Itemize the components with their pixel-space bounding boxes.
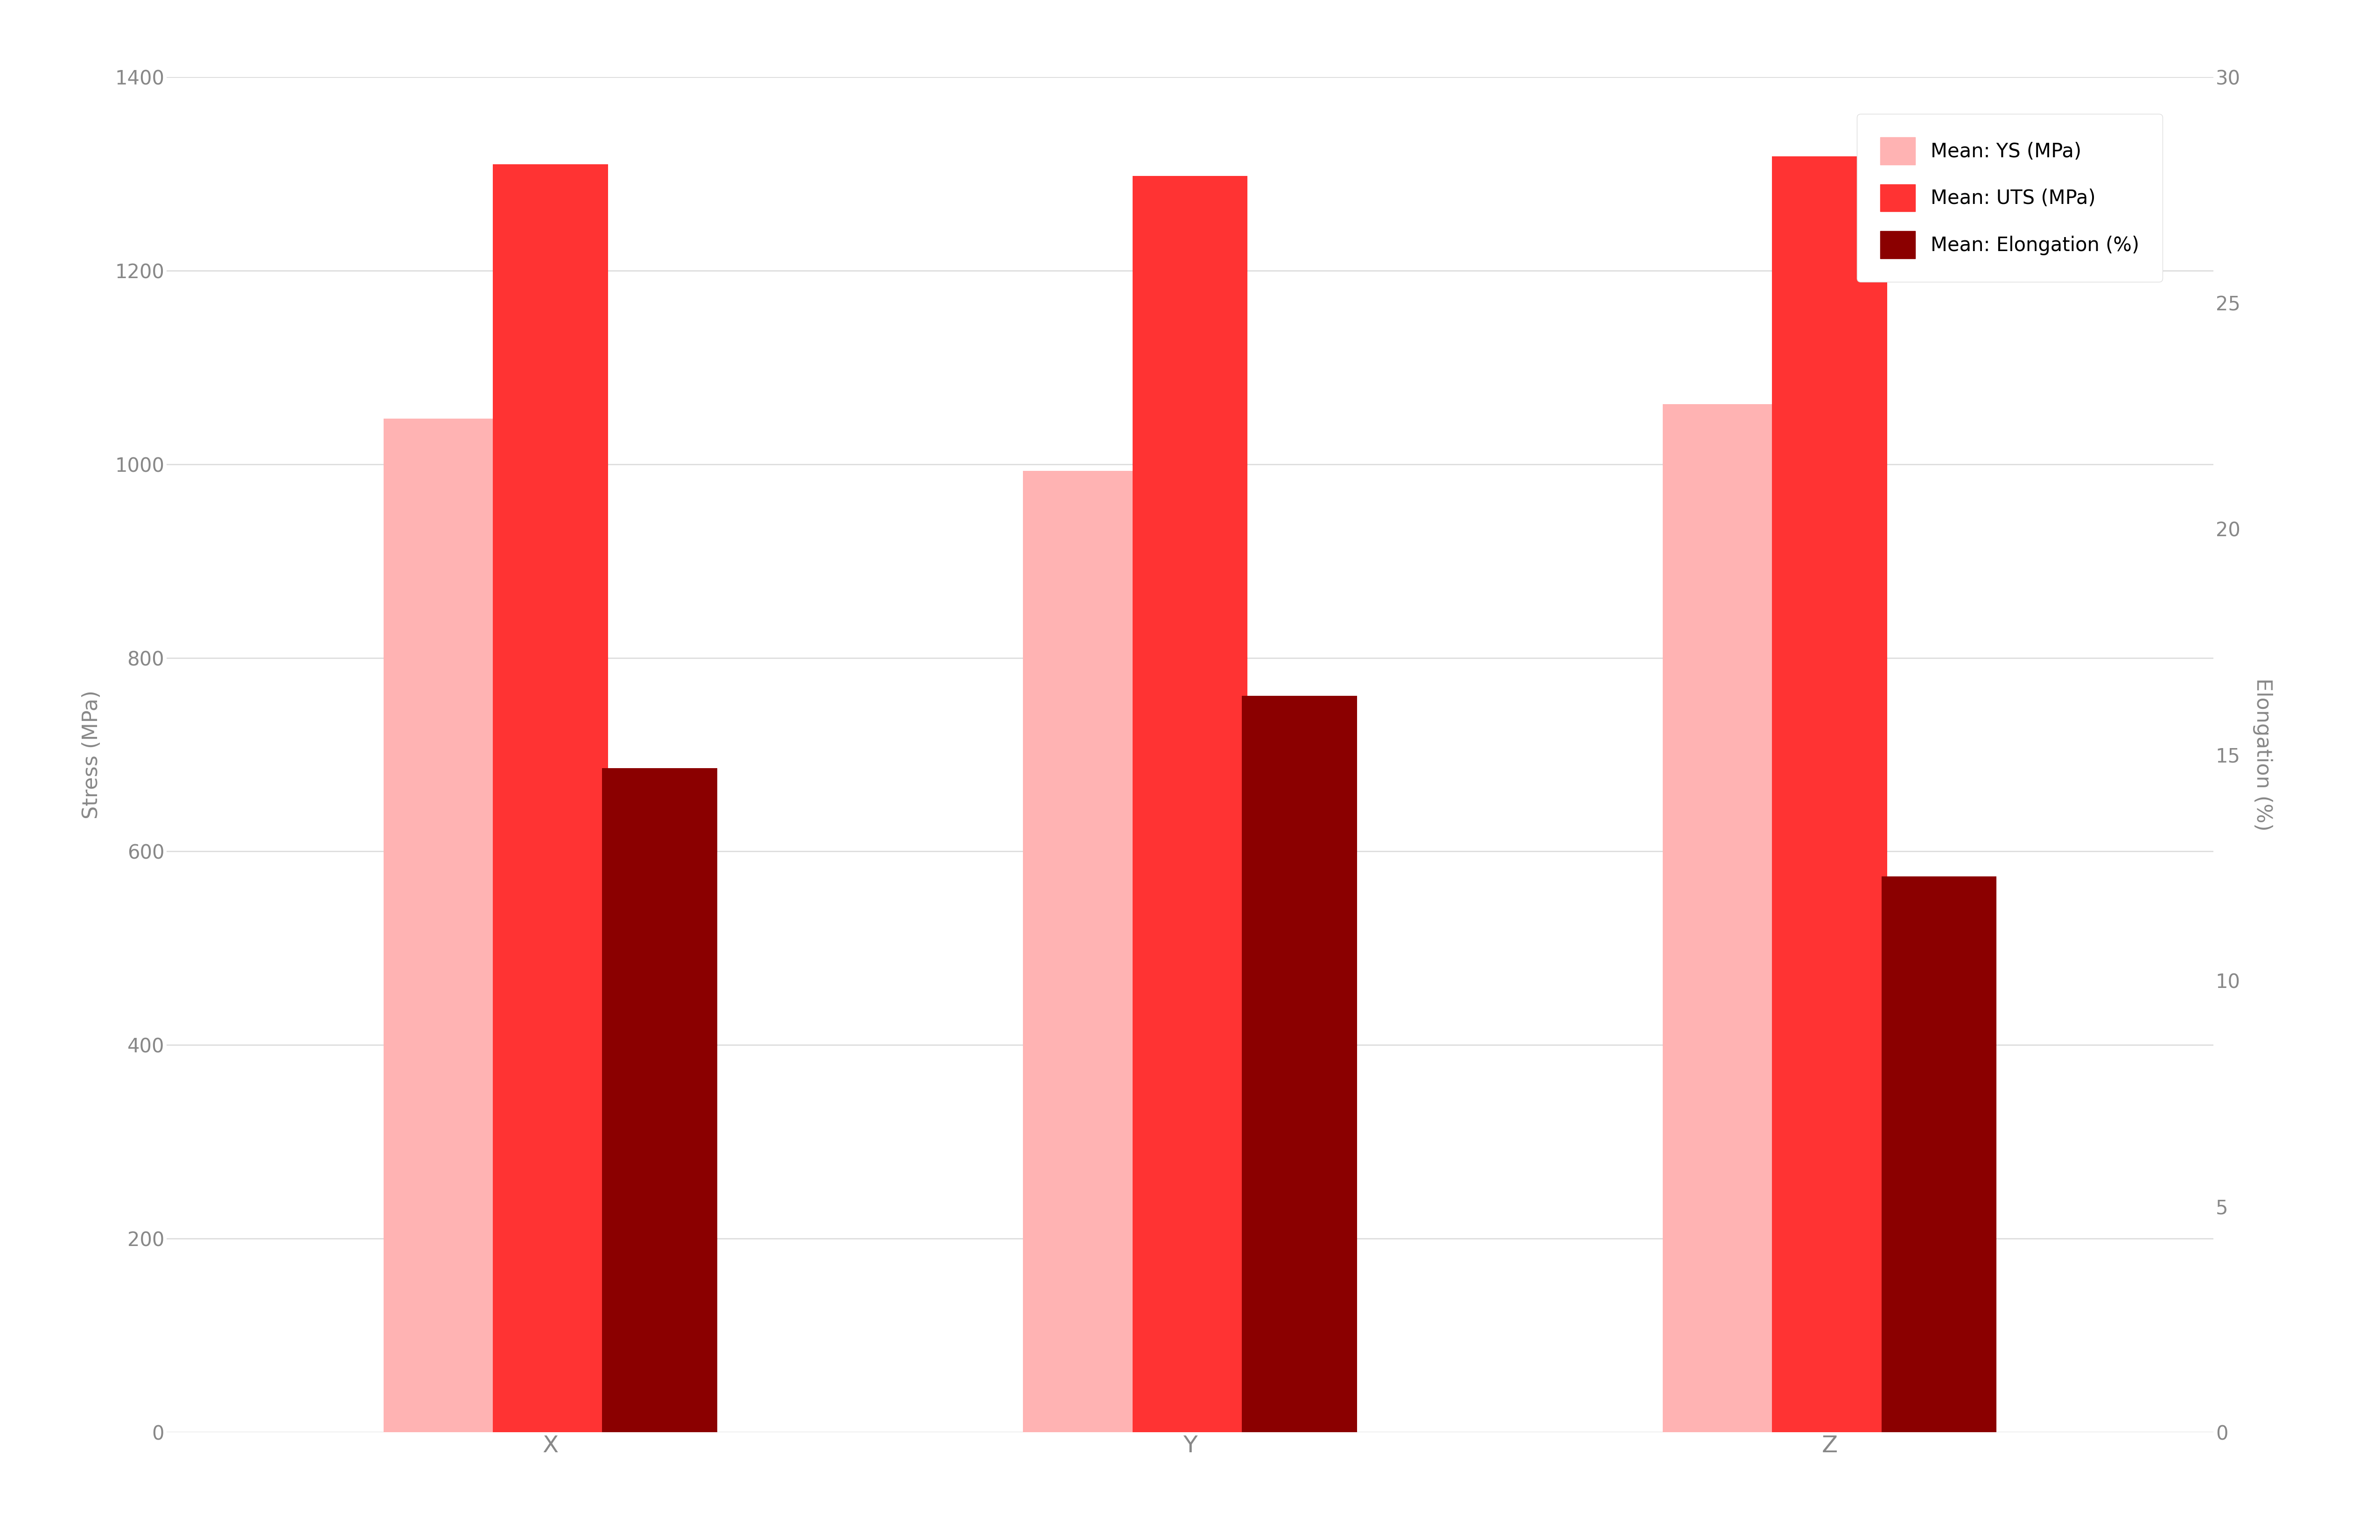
Bar: [1242, 696, 1357, 1432]
Legend: Mean: YS (MPa), Mean: UTS (MPa), Mean: Elongation (%): Mean: YS (MPa), Mean: UTS (MPa), Mean: E…: [1856, 114, 2163, 282]
Bar: [602, 768, 716, 1432]
Bar: [1133, 176, 1247, 1432]
Bar: [383, 419, 497, 1432]
Bar: [493, 165, 607, 1432]
Bar: [1664, 403, 1778, 1432]
Y-axis label: Stress (MPa): Stress (MPa): [81, 690, 102, 819]
Bar: [1773, 157, 1887, 1432]
Bar: [1883, 876, 1997, 1432]
Y-axis label: Elongation (%): Elongation (%): [2254, 678, 2273, 832]
Bar: [1023, 471, 1138, 1432]
